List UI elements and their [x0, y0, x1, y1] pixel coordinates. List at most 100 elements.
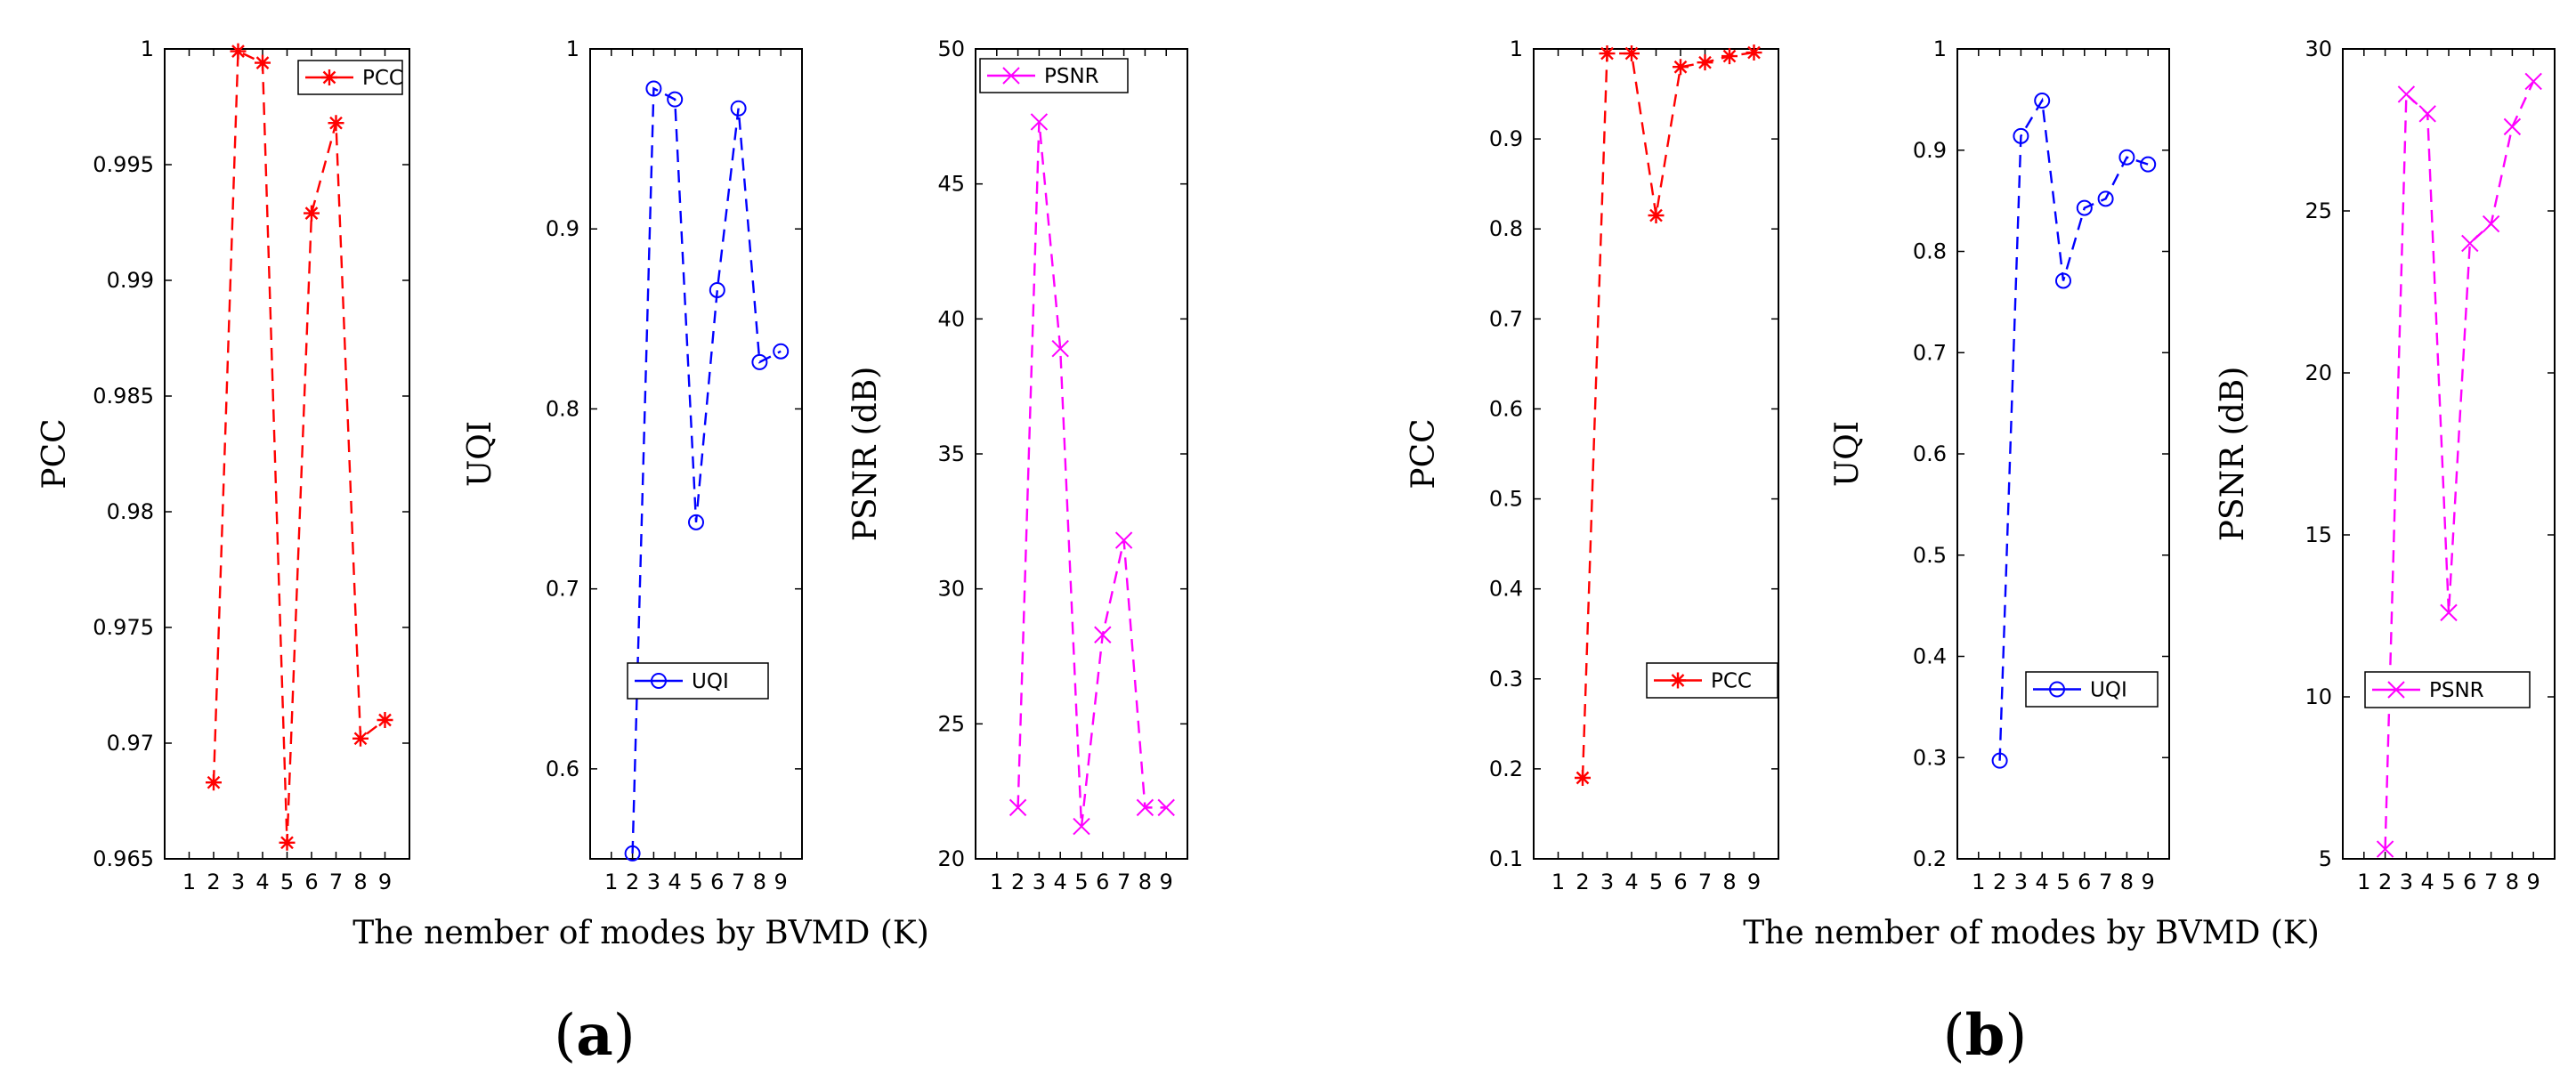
- data-point: [230, 43, 247, 60]
- y-axis-label: PCC: [1405, 418, 1442, 489]
- data-point: [1624, 45, 1640, 62]
- x-tick-label: 9: [1747, 870, 1761, 894]
- x-tick-label: 9: [774, 870, 788, 894]
- y-tick-label: 0.965: [93, 846, 154, 871]
- x-tick-label: 3: [2014, 870, 2028, 894]
- y-tick-label: 0.3: [1489, 667, 1523, 692]
- data-point: [624, 845, 641, 862]
- y-tick-label: 25: [2305, 198, 2332, 223]
- legend-marker: [651, 673, 667, 689]
- panel-a-caption-letter: a: [576, 1002, 612, 1069]
- y-tick-label: 0.8: [1913, 239, 1947, 264]
- x-tick-label: 5: [2056, 870, 2070, 894]
- data-point: [2440, 603, 2458, 622]
- x-tick-label: 2: [1011, 870, 1025, 894]
- x-tick-label: 7: [2484, 870, 2498, 894]
- data-point: [688, 514, 704, 530]
- y-tick-label: 0.4: [1489, 577, 1523, 602]
- x-tick-label: 9: [2142, 870, 2155, 894]
- legend-label: UQI: [692, 670, 729, 693]
- y-tick-label: 30: [2305, 36, 2332, 61]
- y-tick-label: 40: [937, 306, 965, 331]
- legend-label: PCC: [362, 67, 403, 90]
- x-tick-label: 8: [753, 870, 766, 894]
- axes-frame: [1956, 48, 2170, 860]
- x-tick-label: 2: [207, 870, 220, 894]
- y-tick-label: 0.2: [1489, 756, 1523, 781]
- y-tick-label: 0.9: [1489, 126, 1523, 151]
- y-tick-label: 0.9: [546, 216, 579, 241]
- x-tick-label: 9: [378, 870, 392, 894]
- legend-marker: [2387, 681, 2405, 699]
- y-tick-label: 1: [1510, 36, 1523, 61]
- data-point: [1051, 339, 1069, 358]
- data-point: [2140, 156, 2157, 173]
- x-tick-label: 1: [1972, 870, 1985, 894]
- x-tick-label: 7: [732, 870, 745, 894]
- x-tick-label: 4: [255, 870, 269, 894]
- x-tick-label: 4: [1054, 870, 1067, 894]
- x-tick-label: 3: [647, 870, 660, 894]
- data-point: [1094, 626, 1112, 643]
- y-tick-label: 0.1: [1489, 846, 1523, 871]
- y-tick-label: 20: [937, 846, 965, 871]
- x-tick-label: 2: [1993, 870, 2006, 894]
- x-tick-label: 7: [2099, 870, 2112, 894]
- legend: PCC: [1646, 662, 1778, 699]
- data-point: [304, 205, 320, 222]
- data-point: [2461, 234, 2479, 253]
- y-tick-label: 1: [141, 36, 154, 61]
- y-tick-label: 0.985: [93, 384, 154, 409]
- y-tick-label: 1: [566, 36, 579, 61]
- x-tick-label: 5: [1649, 870, 1663, 894]
- data-point: [1697, 54, 1713, 71]
- x-tick-label: 1: [2357, 870, 2370, 894]
- data-point: [667, 91, 684, 108]
- x-tick-label: 4: [1624, 870, 1638, 894]
- y-tick-label: 0.5: [1913, 543, 1947, 568]
- data-point: [2034, 93, 2051, 109]
- data-point: [2055, 272, 2071, 289]
- x-tick-label: 6: [2078, 870, 2091, 894]
- y-tick-label: 0.975: [93, 615, 154, 640]
- y-tick-label: 20: [2305, 360, 2332, 385]
- x-tick-label: 7: [329, 870, 343, 894]
- y-tick-label: 0.2: [1913, 846, 1947, 871]
- data-point: [1136, 798, 1154, 817]
- legend-marker: [2049, 681, 2065, 698]
- legend-marker: [1670, 672, 1686, 689]
- x-tick-label: 5: [1074, 870, 1088, 894]
- data-point: [1648, 207, 1665, 224]
- data-point: [255, 54, 271, 71]
- data-point: [2482, 214, 2500, 233]
- y-axis-label: PSNR (dB): [2215, 367, 2251, 542]
- data-point: [206, 774, 222, 791]
- y-tick-label: 50: [937, 36, 965, 61]
- y-axis-label: PSNR (dB): [847, 367, 884, 542]
- y-tick-label: 0.3: [1913, 745, 1947, 770]
- x-tick-label: 7: [1117, 870, 1130, 894]
- data-point: [1073, 817, 1090, 836]
- data-point: [2397, 85, 2416, 103]
- legend-label: PSNR: [1044, 65, 1099, 88]
- legend-label: PSNR: [2429, 679, 2484, 702]
- y-tick-label: 0.8: [1489, 216, 1523, 241]
- data-point: [352, 730, 369, 747]
- x-tick-label: 6: [2463, 870, 2476, 894]
- legend-label: UQI: [2090, 679, 2127, 702]
- y-tick-label: 0.7: [1913, 340, 1947, 365]
- data-point: [1575, 770, 1591, 786]
- axes-frame: [164, 48, 410, 860]
- x-tick-label: 8: [2120, 870, 2134, 894]
- data-point: [2118, 149, 2135, 166]
- x-tick-label: 9: [1160, 870, 1173, 894]
- legend: PSNR: [2364, 671, 2531, 708]
- y-axis-label: UQI: [1829, 421, 1866, 487]
- data-point: [1599, 45, 1616, 62]
- data-point: [1157, 798, 1175, 817]
- x-tick-label: 8: [353, 870, 367, 894]
- data-point: [2503, 117, 2522, 136]
